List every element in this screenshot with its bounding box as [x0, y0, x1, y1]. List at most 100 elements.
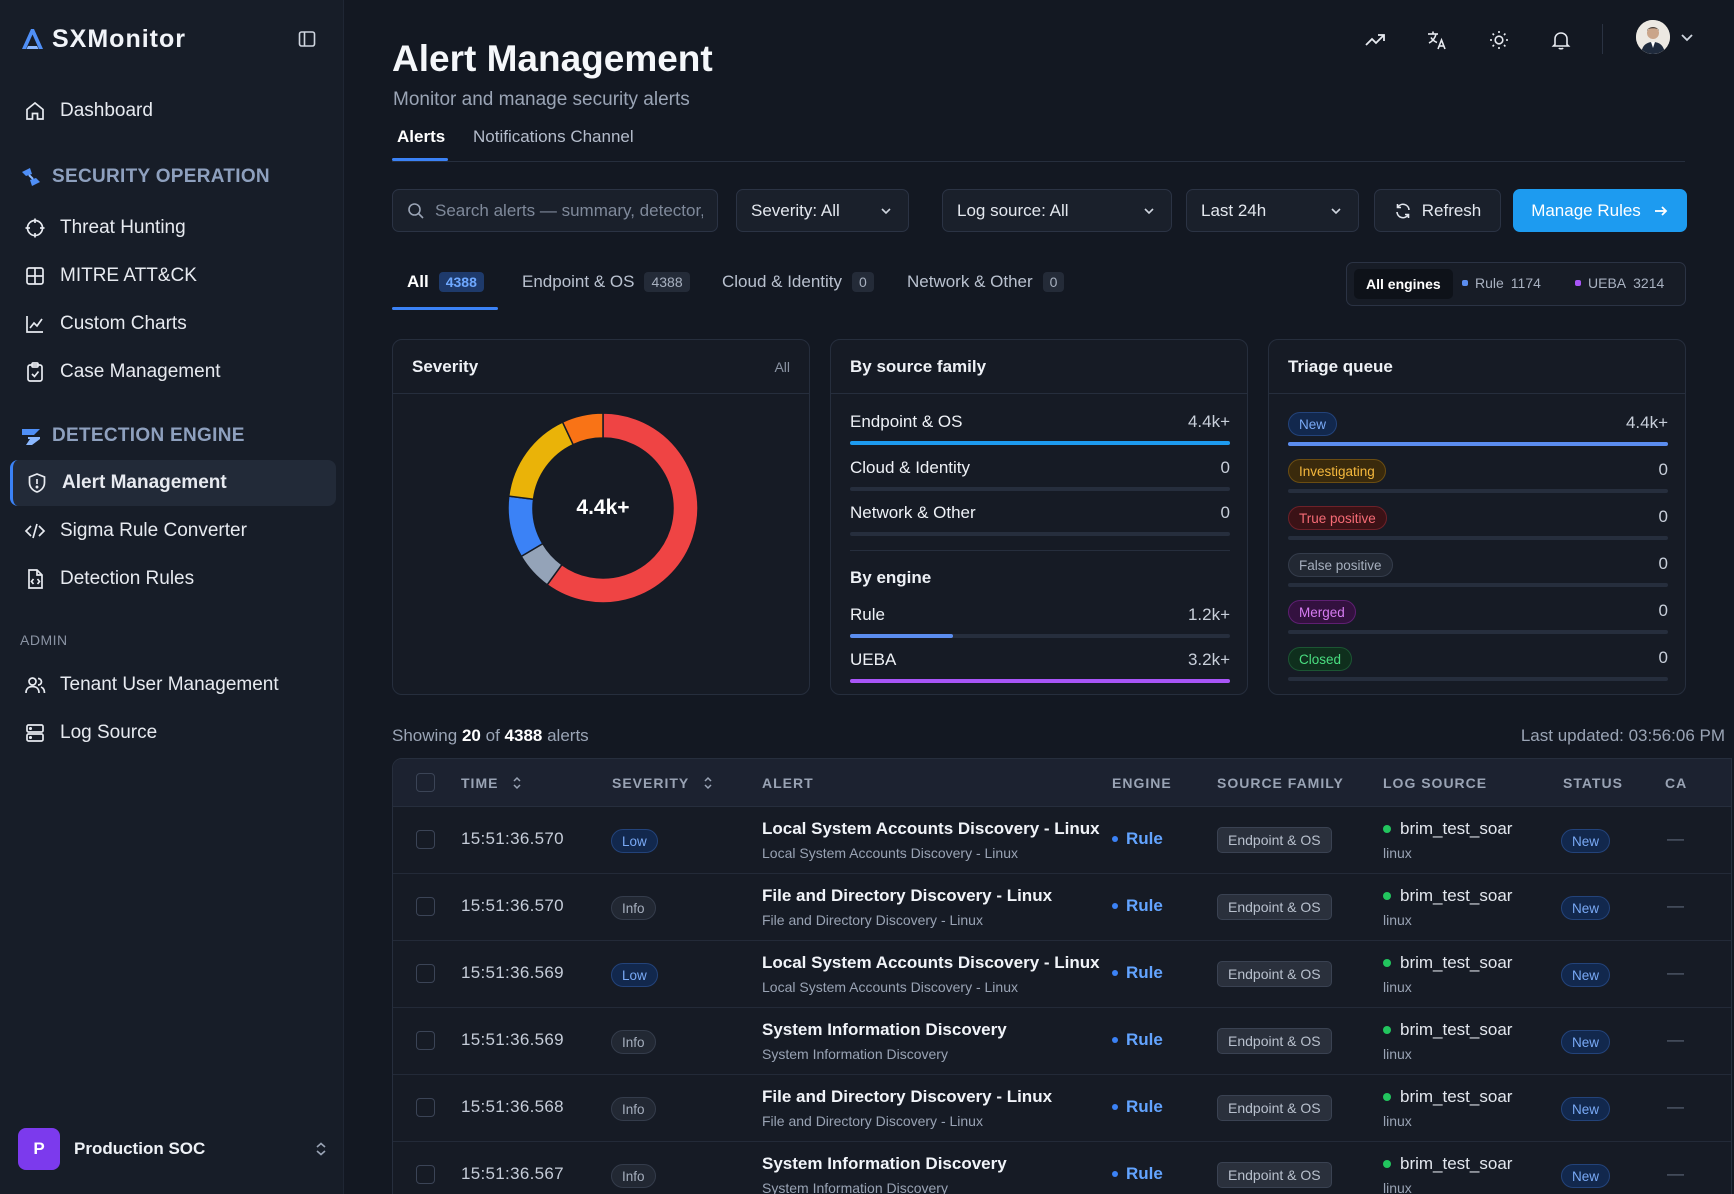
engine-link[interactable]: Rule [1112, 963, 1163, 983]
user-menu-chevron-icon[interactable] [1678, 28, 1696, 46]
column-severity[interactable]: SEVERITY [612, 775, 715, 791]
time-range-select[interactable]: Last 24h [1186, 189, 1359, 232]
severity-filter-link[interactable]: All [774, 358, 790, 375]
language-button[interactable] [1419, 22, 1455, 58]
engine-filter-ueba[interactable]: UEBA 3214 [1575, 275, 1664, 291]
engine-link[interactable]: Rule [1112, 896, 1163, 916]
log-source-name[interactable]: brim_test_soar [1383, 1154, 1512, 1174]
log-source-name[interactable]: brim_test_soar [1383, 1020, 1512, 1040]
triage-row-new[interactable]: New 4.4k+ [1288, 412, 1668, 446]
triage-bar-track [1288, 583, 1668, 587]
engine-row-ueba[interactable]: UEBA 3.2k+ [850, 650, 1230, 683]
trending-button[interactable] [1357, 22, 1393, 58]
log-source-name[interactable]: brim_test_soar [1383, 953, 1512, 973]
category-tab-cloud-identity[interactable]: Cloud & Identity 0 [722, 272, 874, 292]
alert-title[interactable]: Local System Accounts Discovery - Linux [762, 819, 1100, 838]
severity-select[interactable]: Severity: All [736, 189, 909, 232]
tenant-switcher[interactable]: P Production SOC [18, 1126, 330, 1172]
line-chart-icon [26, 316, 43, 333]
sidebar-item-tenant-user-management[interactable]: Tenant User Management [10, 662, 336, 708]
log-source-name[interactable]: brim_test_soar [1383, 1087, 1512, 1107]
sidebar-item-label: Tenant User Management [60, 674, 279, 695]
brand[interactable]: SXMonitor [20, 22, 186, 56]
triage-row-merged[interactable]: Merged 0 [1288, 600, 1668, 634]
alert-title[interactable]: System Information Discovery [762, 1020, 1007, 1039]
sidebar-collapse-button[interactable] [294, 26, 320, 52]
manage-rules-button[interactable]: Manage Rules [1513, 189, 1687, 232]
log-source-select[interactable]: Log source: All [942, 189, 1172, 232]
table-row[interactable]: 15:51:36.570 Info File and Directory Disco… [393, 874, 1731, 941]
row-checkbox[interactable] [416, 830, 435, 849]
triage-row-true-positive[interactable]: True positive 0 [1288, 506, 1668, 540]
status-badge[interactable]: New [1561, 1030, 1611, 1054]
row-checkbox[interactable] [416, 1098, 435, 1117]
alert-title[interactable]: File and Directory Discovery - Linux [762, 1087, 1053, 1106]
select-all-checkbox[interactable] [416, 773, 435, 792]
tab-notifications-channel[interactable]: Notifications Channel [473, 127, 634, 146]
engine-link[interactable]: Rule [1112, 1164, 1163, 1184]
engine-bar-fill [850, 679, 1230, 683]
sidebar-item-custom-charts[interactable]: Custom Charts [10, 301, 336, 347]
engine-filter-all[interactable]: All engines [1354, 269, 1453, 299]
user-avatar[interactable] [1636, 20, 1670, 54]
sidebar-item-alert-management[interactable]: Alert Management [10, 460, 336, 506]
severity-donut-slice-4[interactable] [561, 412, 604, 446]
alert-time: 15:51:36.567 [461, 1164, 564, 1183]
log-source-name[interactable]: brim_test_soar [1383, 886, 1512, 906]
row-checkbox[interactable] [416, 897, 435, 916]
sidebar-item-sigma-rule-converter[interactable]: Sigma Rule Converter [10, 508, 336, 554]
table-row[interactable]: 15:51:36.567 Info System Information Disco… [393, 1142, 1731, 1194]
sidebar-item-dashboard[interactable]: Dashboard [10, 88, 336, 134]
category-tab-endpoint-os[interactable]: Endpoint & OS 4388 [522, 272, 690, 292]
brand-name: SXMonitor [52, 24, 186, 53]
severity-donut-slice-0[interactable] [546, 412, 699, 604]
table-header: TIME SEVERITY ALERT ENGINE SOURCE FAMILY… [393, 759, 1731, 807]
row-checkbox[interactable] [416, 1165, 435, 1184]
row-checkbox[interactable] [416, 964, 435, 983]
status-badge[interactable]: New [1561, 963, 1611, 987]
column-log-source: LOG SOURCE [1383, 775, 1488, 791]
category-tab-network-other[interactable]: Network & Other 0 [907, 272, 1065, 292]
table-row[interactable]: 15:51:36.570 Low Local System Accounts Dis… [393, 807, 1731, 874]
row-checkbox[interactable] [416, 1031, 435, 1050]
sidebar-item-threat-hunting[interactable]: Threat Hunting [10, 205, 336, 251]
sidebar-item-log-source[interactable]: Log Source [10, 710, 336, 756]
log-source-name[interactable]: brim_test_soar [1383, 819, 1512, 839]
alert-title[interactable]: File and Directory Discovery - Linux [762, 886, 1053, 905]
tab-alerts[interactable]: Alerts [397, 127, 446, 146]
triage-row-investigating[interactable]: Investigating 0 [1288, 459, 1668, 493]
engine-label: Rule [1126, 1097, 1163, 1116]
source-row-endpoint-os[interactable]: Endpoint & OS 4.4k+ [850, 412, 1230, 445]
triage-row-false-positive[interactable]: False positive 0 [1288, 553, 1668, 587]
column-time[interactable]: TIME [461, 775, 524, 791]
trending-up-icon [1365, 34, 1385, 46]
sidebar-item-label: Custom Charts [60, 313, 187, 334]
engine-filter-rule[interactable]: Rule 1174 [1462, 275, 1541, 291]
sidebar-item-detection-rules[interactable]: Detection Rules [10, 556, 336, 602]
sidebar-item-case-management[interactable]: Case Management [10, 349, 336, 395]
alert-title[interactable]: System Information Discovery [762, 1154, 1007, 1173]
table-row[interactable]: 15:51:36.568 Info File and Directory Disco… [393, 1075, 1731, 1142]
engine-link[interactable]: Rule [1112, 829, 1163, 849]
triage-row-closed[interactable]: Closed 0 [1288, 647, 1668, 681]
status-badge[interactable]: New [1561, 1097, 1611, 1121]
count-badge: 4388 [438, 272, 484, 292]
theme-toggle-button[interactable] [1481, 22, 1517, 58]
engine-link[interactable]: Rule [1112, 1097, 1163, 1117]
source-row-network-other[interactable]: Network & Other 0 [850, 503, 1230, 536]
source-row-cloud-identity[interactable]: Cloud & Identity 0 [850, 458, 1230, 491]
alert-title[interactable]: Local System Accounts Discovery - Linux [762, 953, 1100, 972]
sidebar-item-label: MITRE ATT&CK [60, 265, 197, 286]
refresh-button[interactable]: Refresh [1374, 189, 1501, 232]
engine-row-rule[interactable]: Rule 1.2k+ [850, 605, 1230, 638]
status-badge[interactable]: New [1561, 829, 1611, 853]
table-row[interactable]: 15:51:36.569 Info System Information Disco… [393, 1008, 1731, 1075]
category-tab-all[interactable]: All 4388 [407, 272, 484, 292]
status-badge[interactable]: New [1561, 896, 1611, 920]
sidebar-item-mitre-attack[interactable]: MITRE ATT&CK [10, 253, 336, 299]
status-badge[interactable]: New [1561, 1164, 1611, 1188]
search-input[interactable]: Search alerts — summary, detector, host,… [392, 189, 718, 232]
engine-link[interactable]: Rule [1112, 1030, 1163, 1050]
notifications-button[interactable] [1543, 22, 1579, 58]
table-row[interactable]: 15:51:36.569 Low Local System Accounts Dis… [393, 941, 1731, 1008]
